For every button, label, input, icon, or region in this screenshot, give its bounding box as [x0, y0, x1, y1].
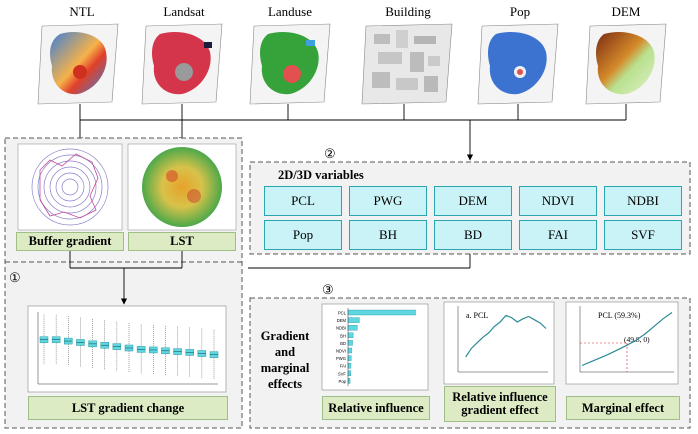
me-chart-title: PCL (59.3%)	[598, 311, 641, 320]
ntl-map	[37, 23, 119, 105]
ri-bar	[347, 363, 352, 369]
landuse-map	[249, 23, 331, 105]
ri-bar	[347, 317, 360, 323]
var-box-pop: Pop	[264, 220, 342, 250]
lst-gradient-change-label: LST gradient change	[28, 396, 228, 420]
lst-box-plots	[37, 312, 219, 385]
ri-bar-label: BD	[340, 341, 346, 346]
ri-bar	[347, 347, 353, 354]
ri-bar	[347, 355, 352, 361]
panel3-side-label: Gradient and marginal effects	[256, 328, 314, 392]
top-label-dem: DEM	[611, 4, 641, 19]
var-box-dem: DEM	[434, 186, 512, 216]
ri-bar	[347, 370, 352, 376]
top-label-building: Building	[385, 4, 431, 19]
var-box-pcl: PCL	[264, 186, 342, 216]
panel3-number: ③	[322, 282, 334, 297]
rig-label-line-2: gradient effect	[461, 403, 539, 417]
buffer-gradient-image	[17, 143, 123, 231]
buffer-gradient-label: Buffer gradient	[16, 232, 124, 251]
side-label-line-2: and	[274, 345, 296, 359]
building-map	[361, 23, 453, 105]
var-box-svf: SVF	[604, 220, 682, 250]
ri-bar-label: NDVI	[336, 349, 346, 354]
rig-series-line	[465, 314, 547, 358]
top-label-ntl: NTL	[69, 4, 95, 19]
side-label-line-1: Gradient	[260, 329, 310, 343]
var-box-bd: BD	[434, 220, 512, 250]
var-box-ndvi: NDVI	[519, 186, 597, 216]
top-label-landsat: Landsat	[163, 4, 205, 19]
var-box-fai: FAI	[519, 220, 597, 250]
lst-image	[127, 143, 237, 231]
rig-label-line-1: Relative influence	[452, 390, 548, 404]
relative-influence-bars: PCL DEM NDBI BH BD NDVI PWG FAI SVF Pop	[336, 308, 416, 386]
rig-chart: a. PCL	[443, 301, 555, 385]
lst-gradient-chart	[27, 305, 227, 393]
side-label-line-3: marginal	[260, 361, 310, 375]
var-box-pwg: PWG	[349, 186, 427, 216]
ri-bar	[347, 332, 354, 338]
ri-bar-label: NDBI	[336, 326, 346, 331]
ri-bar	[347, 309, 416, 316]
pop-map	[477, 23, 559, 105]
relative-influence-label: Relative influence	[322, 396, 430, 420]
top-label-pop: Pop	[509, 4, 531, 19]
ri-bar	[347, 325, 358, 331]
top-label-landuse: Landuse	[267, 4, 313, 19]
ri-bar-label: SVF	[338, 371, 347, 376]
top-images	[37, 23, 667, 105]
side-label-line-4: effects	[268, 377, 302, 391]
panel2-to-panel3-connector	[248, 254, 471, 269]
ri-bar	[347, 340, 353, 346]
variables-title: 2D/3D variables	[278, 168, 364, 182]
var-box-ndbi: NDBI	[604, 186, 682, 216]
rig-chart-title: a. PCL	[466, 311, 488, 320]
landsat-map	[141, 23, 223, 105]
marginal-effect-label: Marginal effect	[566, 396, 680, 420]
ri-bar-label: FAI	[340, 364, 346, 369]
me-chart: PCL (59.3%) (49.8, 0)	[565, 301, 679, 385]
ri-bar-label: BH	[340, 333, 346, 338]
lst-label: LST	[128, 232, 236, 251]
ri-bar-label: PCL	[338, 311, 347, 316]
panel2-number: ②	[324, 146, 336, 161]
me-series-line	[581, 312, 673, 367]
ri-bar	[347, 378, 351, 384]
panel1-connectors	[69, 250, 183, 305]
rig-label: Relative influence gradient effect	[444, 386, 556, 422]
ri-bar-label: DEM	[337, 318, 347, 323]
var-box-bh: BH	[349, 220, 427, 250]
dem-map	[585, 23, 667, 105]
ri-bar-label: PWG	[336, 356, 346, 361]
panel1-number: ①	[9, 270, 21, 285]
relative-influence-chart: PCL DEM NDBI BH BD NDVI PWG FAI SVF Pop	[321, 303, 429, 391]
ri-bar-label: Pop	[339, 379, 347, 384]
